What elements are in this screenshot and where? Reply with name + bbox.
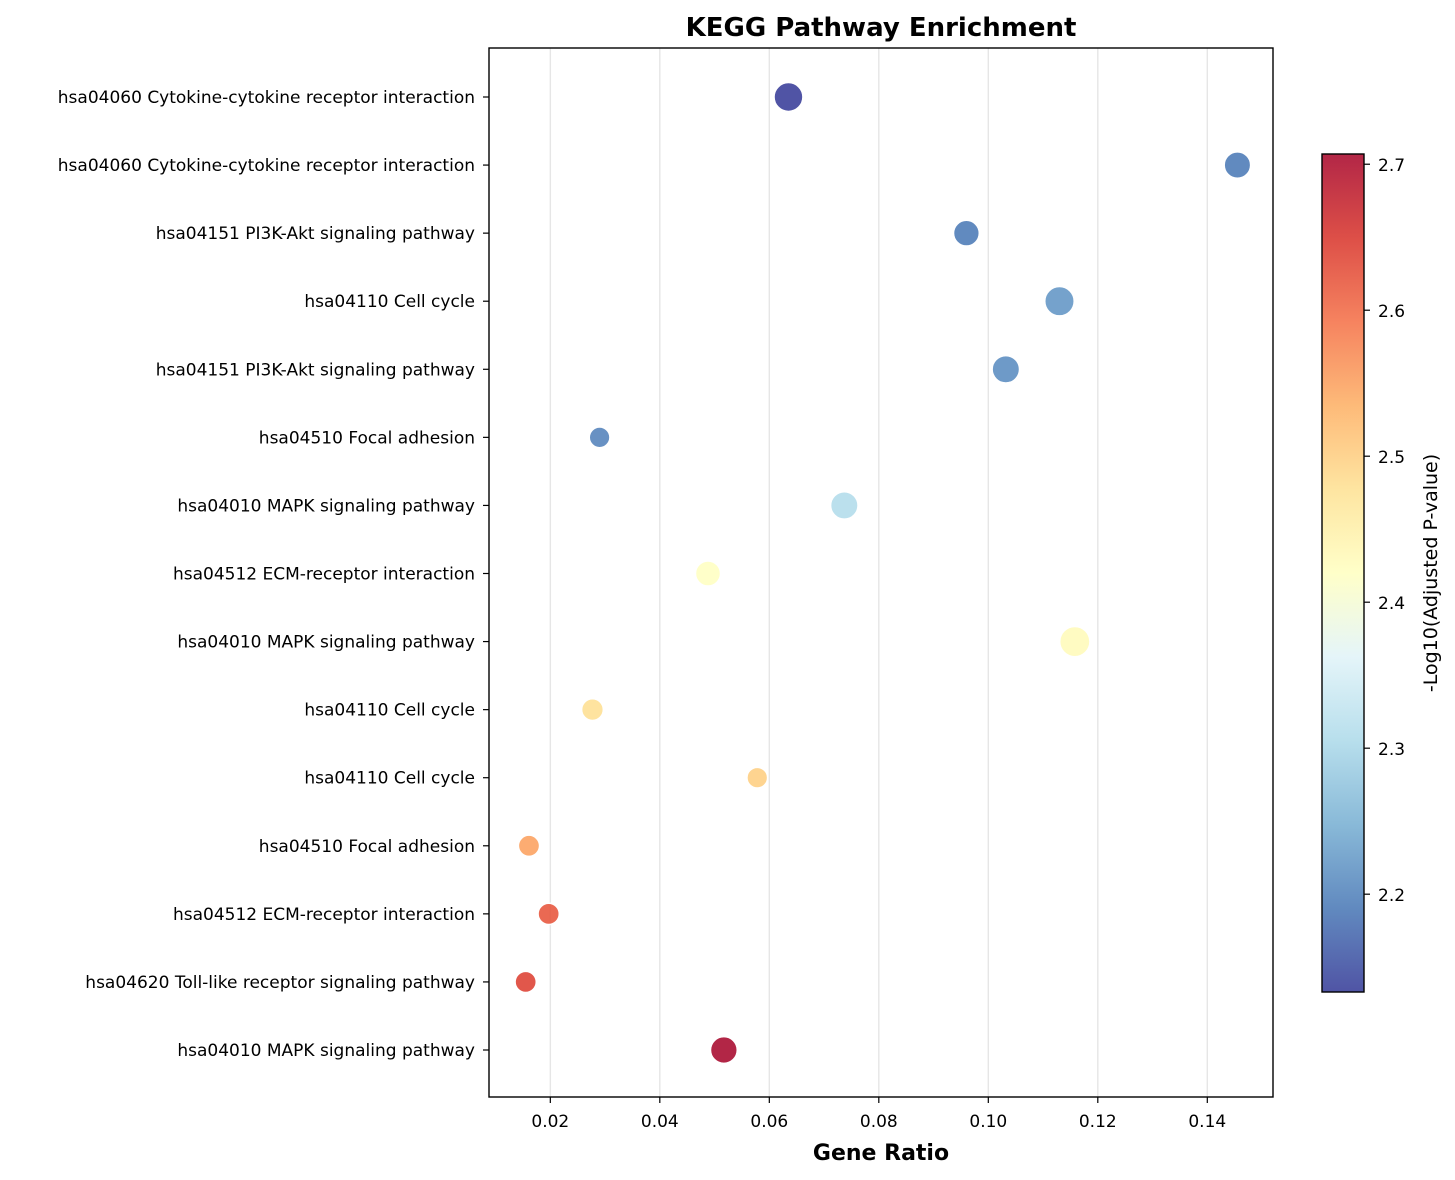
data-point [829,490,859,520]
data-point [773,81,804,113]
x-axis-title: Gene Ratio [813,1141,949,1166]
data-point [1058,625,1091,658]
x-tick-label: 0.08 [860,1112,898,1132]
colorbar: 2.2 2.3 2.4 2.5 2.6 2.7 -Log10(Adjusted P-val… [1321,153,1442,993]
y-tick-label: hsa04010 MAPK signaling pathway [177,496,475,516]
colorbar-tick-label: 2.4 [1378,594,1405,614]
data-point [1043,285,1076,317]
data-point [694,560,722,587]
y-tick-label: hsa04620 Toll-like receptor signaling pa… [85,973,475,993]
x-axis: 0.02 0.04 0.06 0.08 0.10 0.12 0.14 [531,1097,1226,1132]
x-tick-label: 0.02 [531,1112,569,1132]
colorbar-tick-label: 2.7 [1378,156,1405,176]
plot-area-frame [488,47,1274,1098]
y-tick-label: hsa04110 Cell cycle [304,769,475,789]
data-point [991,354,1021,384]
data-point [709,1035,739,1065]
y-tick-label: hsa04010 MAPK signaling pathway [177,1041,475,1061]
data-point [1223,151,1252,180]
colorbar-tick-label: 2.6 [1378,302,1405,322]
data-points [514,81,1252,1065]
colorbar-tick-label: 2.5 [1378,448,1405,468]
y-tick-label: hsa04110 Cell cycle [304,701,475,721]
data-point [746,766,769,789]
data-point [514,970,538,994]
data-point [952,219,981,247]
x-tick-label: 0.12 [1079,1112,1117,1132]
y-tick-label: hsa04512 ECM-receptor interaction [173,565,475,585]
colorbar-tick-label: 2.2 [1378,886,1405,906]
colorbar-title: -Log10(Adjusted P-value) [1420,454,1442,692]
data-point [588,426,611,449]
x-tick-label: 0.10 [969,1112,1007,1132]
colorbar-gradient [1321,153,1365,993]
y-tick-label: hsa04510 Focal adhesion [259,428,475,448]
y-tick-label: hsa04512 ECM-receptor interaction [173,905,475,925]
data-point [537,902,561,926]
colorbar-ticks: 2.2 2.3 2.4 2.5 2.6 2.7 [1364,156,1405,906]
data-point [580,697,605,722]
x-tick-label: 0.14 [1188,1112,1226,1132]
colorbar-tick-label: 2.3 [1378,740,1405,760]
y-tick-label: hsa04110 Cell cycle [304,292,475,312]
y-tick-label: hsa04510 Focal adhesion [259,837,475,857]
grid-lines [549,48,1209,1097]
y-tick-label: hsa04010 MAPK signaling pathway [177,633,475,653]
x-tick-label: 0.06 [750,1112,788,1132]
data-point [517,834,541,858]
y-tick-label: hsa04060 Cytokine-cytokine receptor inte… [58,88,475,108]
y-tick-label: hsa04060 Cytokine-cytokine receptor inte… [58,156,475,176]
chart-title: KEGG Pathway Enrichment [686,13,1077,43]
y-tick-label: hsa04151 PI3K-Akt signaling pathway [156,224,475,244]
x-tick-label: 0.04 [641,1112,679,1132]
y-tick-label: hsa04151 PI3K-Akt signaling pathway [156,360,475,380]
y-axis: hsa04060 Cytokine-cytokine receptor inte… [58,88,489,1061]
